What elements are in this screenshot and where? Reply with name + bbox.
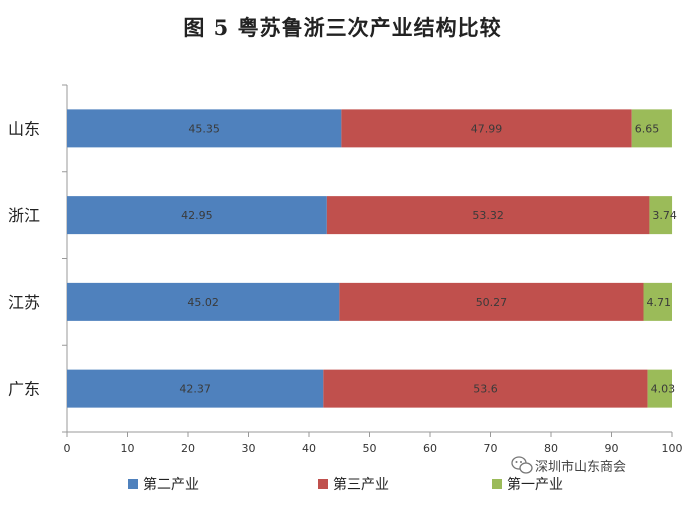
legend-swatch (318, 479, 328, 489)
x-tick-label: 50 (363, 442, 377, 455)
bar-segment (643, 282, 672, 321)
watermark: 深圳市山东商会 (511, 456, 626, 475)
data-label: 45.02 (187, 296, 219, 309)
bar-segment (647, 369, 672, 408)
data-label: 45.35 (188, 122, 220, 135)
bar-segment (67, 109, 342, 148)
bar-segment (649, 196, 673, 235)
data-label: 4.71 (647, 296, 672, 309)
data-label: 6.65 (635, 122, 660, 135)
bar-segment (67, 369, 324, 408)
data-label: 53.32 (472, 209, 504, 222)
wechat-icon (511, 456, 533, 474)
data-label: 42.95 (181, 209, 213, 222)
category-label: 广东 (8, 380, 40, 399)
x-tick-label: 40 (302, 442, 316, 455)
chart-labels: 山东 45.35 47.99 6.65 浙江 42.95 53.32 3.74 江苏 45.02 5… (8, 119, 677, 398)
x-tick-label: 80 (544, 442, 558, 455)
category-label: 山东 (8, 119, 40, 138)
chart-legend: 第二产业 第三产业 第一产业 (128, 476, 563, 493)
legend-label: 第三产业 (333, 476, 389, 493)
data-label: 47.99 (471, 122, 503, 135)
data-label: 4.03 (651, 383, 676, 396)
legend-label: 第二产业 (143, 476, 199, 493)
data-label: 3.74 (652, 209, 677, 222)
data-label: 53.6 (473, 383, 498, 396)
x-tick-label: 20 (181, 442, 195, 455)
x-tick-label: 70 (484, 442, 498, 455)
bar-segment (67, 196, 327, 235)
data-label: 50.27 (476, 296, 508, 309)
x-tick-label: 100 (662, 442, 683, 455)
bar-segment (341, 109, 632, 148)
chart-title: 图 5 粤苏鲁浙三次产业结构比较 (183, 15, 502, 40)
data-label: 42.37 (179, 383, 211, 396)
x-tick-label: 10 (121, 442, 135, 455)
bar-segment (323, 369, 648, 408)
x-tick-label: 60 (423, 442, 437, 455)
bar-segment (326, 196, 650, 235)
legend-label: 第一产业 (507, 476, 563, 493)
category-label: 浙江 (8, 206, 40, 225)
chart-bars (67, 109, 673, 408)
bar-segment (67, 282, 340, 321)
chart-axes: 0 10 20 30 40 50 60 70 80 90 100 (62, 84, 683, 455)
legend-swatch (128, 479, 138, 489)
bar-segment (631, 109, 672, 148)
category-label: 江苏 (8, 293, 40, 312)
x-tick-label: 90 (605, 442, 619, 455)
legend-swatch (492, 479, 502, 489)
bar-segment (339, 282, 644, 321)
x-tick-label: 30 (242, 442, 256, 455)
watermark-text: 深圳市山东商会 (535, 459, 626, 475)
x-tick-label: 0 (64, 442, 71, 455)
